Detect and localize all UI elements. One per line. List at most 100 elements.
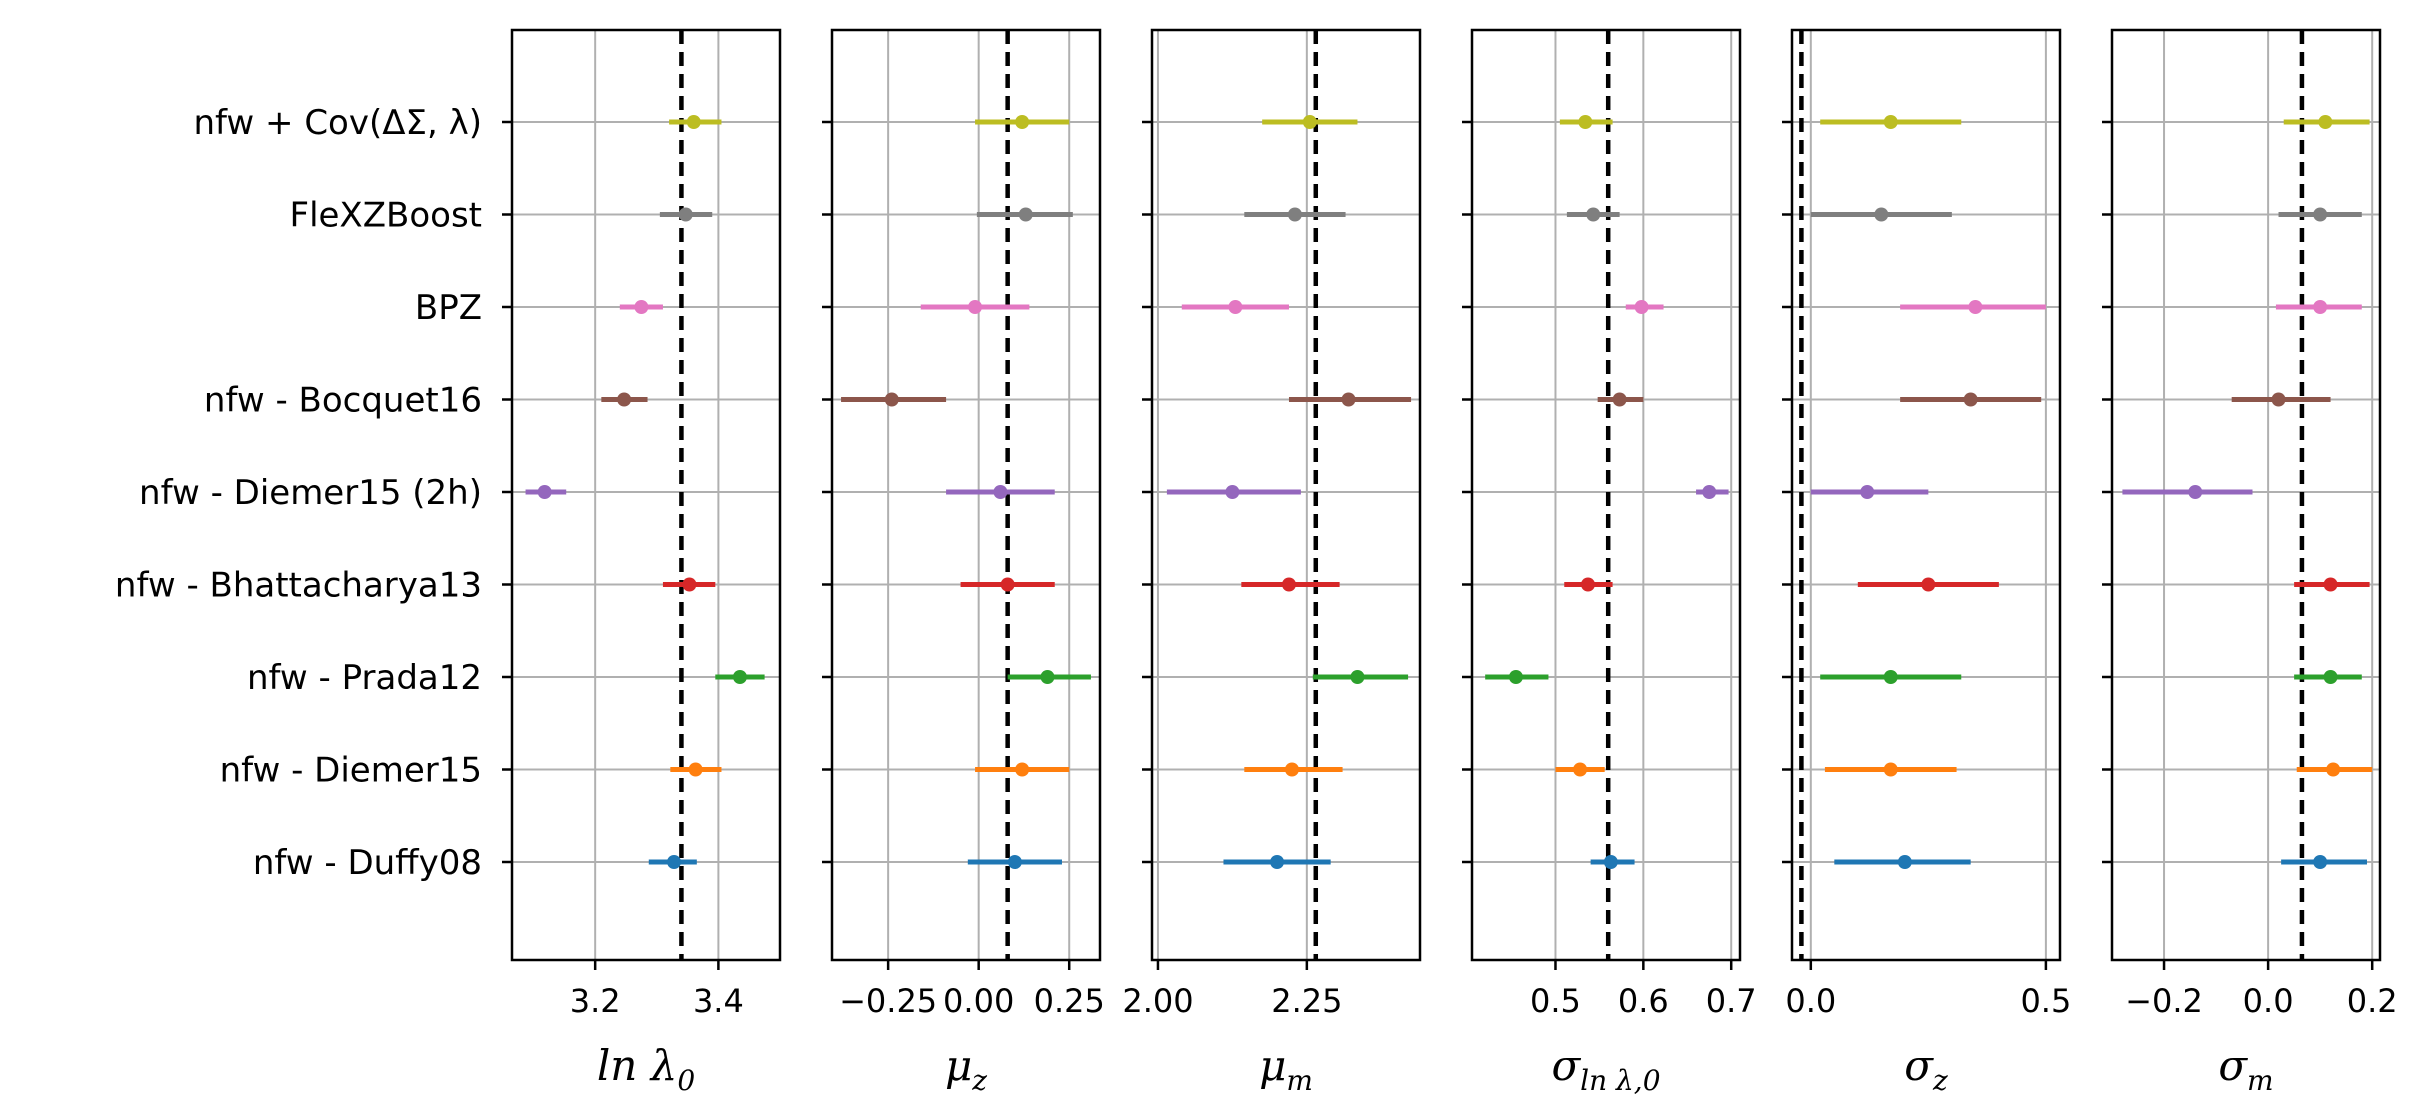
category-label: FleXZBoost xyxy=(290,196,482,236)
data-point xyxy=(1921,577,1936,592)
x-axis-title: σz xyxy=(1904,1041,1948,1097)
data-point xyxy=(2326,762,2341,777)
x-axis-title: σm xyxy=(2218,1041,2273,1097)
data-point xyxy=(1018,207,1033,222)
data-point xyxy=(1634,300,1649,314)
x-axis-title-main: σ xyxy=(2218,1041,2248,1090)
x-tick-label: 0.0 xyxy=(2243,982,2294,1020)
data-point xyxy=(1040,670,1055,684)
plot-area xyxy=(1472,30,1740,960)
x-axis-title-subscript: ln λ,0 xyxy=(1580,1064,1660,1097)
data-point xyxy=(667,855,682,869)
data-point xyxy=(1883,762,1898,777)
category-labels: nfw + Cov(ΔΣ, λ) FleXZBoost BPZ nfw - Bocqu… xyxy=(115,103,482,883)
x-axis-title-main: μ xyxy=(1259,1041,1286,1090)
data-point xyxy=(1860,485,1875,499)
data-point xyxy=(1287,207,1302,222)
data-point xyxy=(634,300,649,314)
panel-5: 0.0 0.5 σz xyxy=(1782,28,2071,1097)
category-label: BPZ xyxy=(415,288,482,328)
x-tick-label: 0.5 xyxy=(1530,982,1581,1020)
x-axis-title-subscript: z xyxy=(971,1064,987,1097)
x-axis-title-subscript: 0 xyxy=(677,1064,695,1097)
data-point xyxy=(1702,485,1717,499)
data-point xyxy=(1883,115,1898,129)
plot-area xyxy=(2112,30,2380,960)
x-tick-label: 0.5 xyxy=(2020,982,2071,1020)
x-tick-label: 0.25 xyxy=(1034,982,1105,1020)
plot-area xyxy=(832,30,1100,960)
x-tick-label: 0.2 xyxy=(2347,982,2398,1020)
data-point xyxy=(1586,207,1601,222)
data-point xyxy=(1228,300,1243,314)
category-label: nfw - Bocquet16 xyxy=(204,381,482,421)
x-axis-title-subscript: m xyxy=(2247,1064,2274,1097)
axes-frame xyxy=(1150,28,1422,962)
axes-frame xyxy=(1790,28,2062,962)
data-point xyxy=(1578,115,1593,129)
data-point xyxy=(2271,392,2286,407)
x-axis-title-subscript: z xyxy=(1932,1064,1948,1097)
x-tick-label: −0.2 xyxy=(2125,982,2203,1020)
data-point xyxy=(1963,392,1978,407)
axes-frame xyxy=(830,28,1102,962)
data-point xyxy=(968,300,983,314)
data-point xyxy=(1350,670,1365,684)
category-label: nfw - Bhattacharya13 xyxy=(115,566,482,606)
x-tick-label: −0.25 xyxy=(839,982,937,1020)
data-point xyxy=(2313,855,2328,869)
data-point xyxy=(1284,762,1299,777)
category-label: nfw - Diemer15 (2h) xyxy=(139,473,482,513)
panel-4: 0.5 0.6 0.7 σln λ,0 xyxy=(1462,28,1757,1097)
data-point xyxy=(2323,577,2338,592)
x-tick-label: 0.00 xyxy=(943,982,1014,1020)
x-axis-title: σln λ,0 xyxy=(1551,1041,1660,1097)
data-point xyxy=(1897,855,1912,869)
x-tick-label: 3.4 xyxy=(693,982,744,1020)
data-point xyxy=(1000,577,1015,592)
data-point xyxy=(1612,392,1627,407)
data-point xyxy=(993,485,1008,499)
x-axis-title-main: μ xyxy=(945,1041,972,1090)
data-point xyxy=(1015,115,1030,129)
x-tick-label: 0.0 xyxy=(1785,982,1836,1020)
x-axis-title: μm xyxy=(1259,1041,1313,1097)
data-point xyxy=(1281,577,1296,592)
plot-area xyxy=(512,30,780,960)
x-tick-label: 3.2 xyxy=(570,982,621,1020)
panel-6: −0.2 0.0 0.2 σm xyxy=(2102,28,2398,1097)
data-point xyxy=(1225,485,1240,499)
category-label: nfw + Cov(ΔΣ, λ) xyxy=(193,103,482,143)
data-point xyxy=(2323,670,2338,684)
x-tick-label: 0.7 xyxy=(1706,982,1757,1020)
data-point xyxy=(2188,485,2203,499)
data-point xyxy=(1007,855,1022,869)
data-point xyxy=(1874,207,1889,222)
panel-3: 2.00 2.25 μm xyxy=(1122,28,1422,1097)
data-point xyxy=(2313,300,2328,314)
data-point xyxy=(1573,762,1588,777)
data-point xyxy=(1883,670,1898,684)
plot-area xyxy=(1792,30,2060,960)
data-point xyxy=(2313,207,2328,222)
axes-frame xyxy=(1470,28,1742,962)
x-axis-title-subscript: m xyxy=(1286,1064,1313,1097)
data-point xyxy=(686,115,701,129)
data-point xyxy=(688,762,703,777)
panel-1: 3.2 3.4 ln λ0 xyxy=(502,28,782,1097)
panel-2: −0.25 0.00 0.25 μz xyxy=(822,28,1105,1097)
data-point xyxy=(1968,300,1983,314)
axes-frame xyxy=(2110,28,2382,962)
data-point xyxy=(732,670,747,684)
data-point xyxy=(884,392,899,407)
x-tick-label: 2.25 xyxy=(1271,982,1342,1020)
x-axis-title: ln λ0 xyxy=(597,1041,695,1097)
data-point xyxy=(682,577,697,592)
plot-area xyxy=(1152,30,1420,960)
data-point xyxy=(1341,392,1356,407)
data-point xyxy=(1508,670,1523,684)
data-point xyxy=(2318,115,2333,129)
x-axis-title-main: ln λ xyxy=(597,1041,677,1090)
